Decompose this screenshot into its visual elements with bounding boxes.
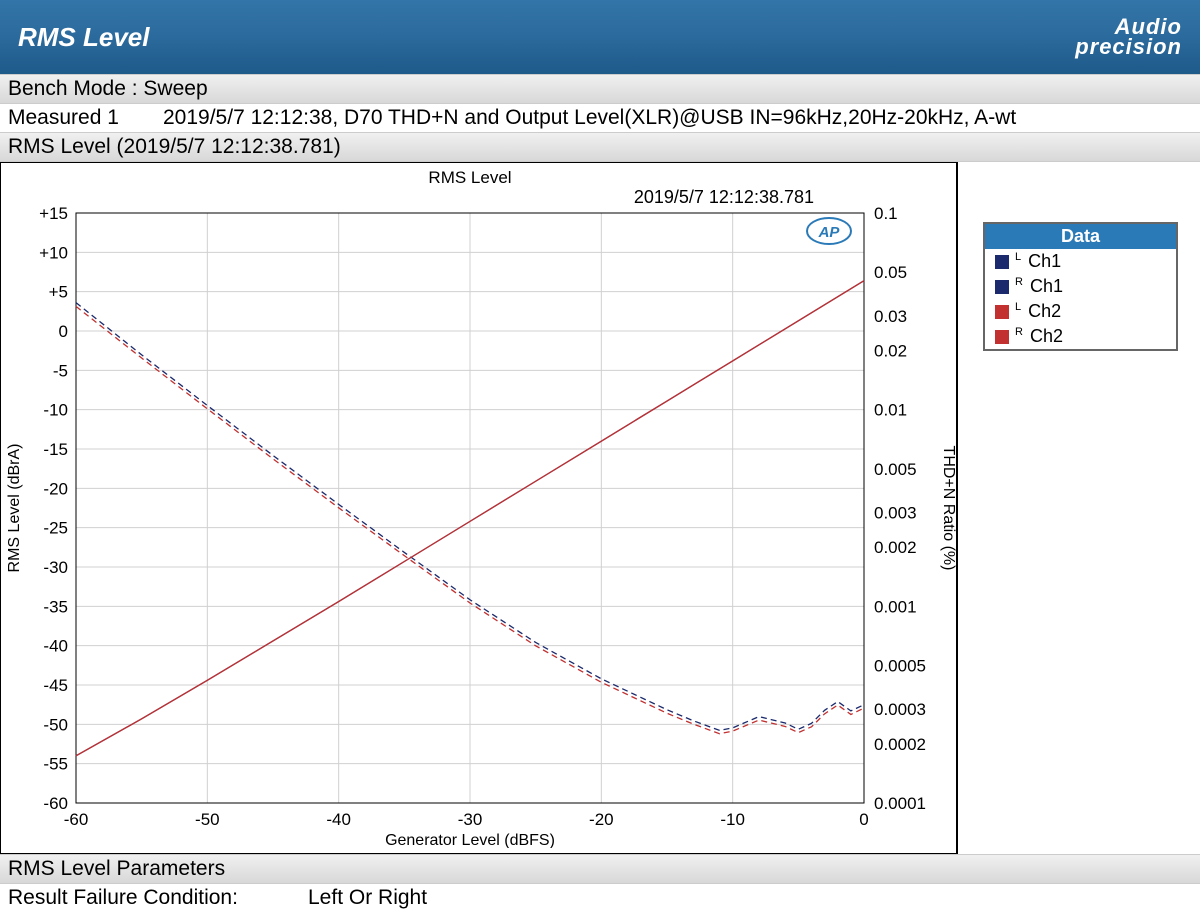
svg-text:-40: -40 [43, 637, 68, 656]
params-row: Result Failure Condition: Left Or Right [0, 884, 1200, 912]
measured-label: Measured 1 [8, 106, 163, 130]
svg-text:0.1: 0.1 [874, 204, 898, 223]
legend-box: Data L Ch1 R Ch1 L Ch2 R Ch2 [983, 222, 1178, 351]
header-bar: RMS Level Audio precision [0, 0, 1200, 74]
legend-swatch [995, 330, 1009, 344]
svg-text:-30: -30 [458, 810, 483, 829]
svg-text:0.0003: 0.0003 [874, 700, 926, 719]
svg-text:-40: -40 [326, 810, 351, 829]
params-row-value: Left Or Right [308, 886, 427, 910]
chart-svg: -60 -50 -40 -30 -20 -10 0 +15 +10 +5 0 -5 -10 -15 -20 -… [1, 163, 956, 848]
svg-text:0.03: 0.03 [874, 307, 907, 326]
svg-text:-60: -60 [43, 794, 68, 813]
svg-text:-50: -50 [43, 715, 68, 734]
svg-text:-55: -55 [43, 755, 68, 774]
svg-text:-35: -35 [43, 597, 68, 616]
logo-bot: precision [1075, 37, 1182, 57]
svg-text:+15: +15 [39, 204, 68, 223]
chart-box: -60 -50 -40 -30 -20 -10 0 +15 +10 +5 0 -5 -10 -15 -20 -… [0, 162, 958, 854]
svg-text:-15: -15 [43, 440, 68, 459]
svg-text:THD+N Ratio (%): THD+N Ratio (%) [940, 446, 956, 571]
legend-item: L Ch1 [985, 249, 1176, 274]
measured-desc: 2019/5/7 12:12:38, D70 THD+N and Output … [163, 106, 1192, 130]
svg-text:-50: -50 [195, 810, 220, 829]
svg-text:0.005: 0.005 [874, 460, 917, 479]
legend-item: R Ch2 [985, 324, 1176, 349]
svg-text:-10: -10 [43, 401, 68, 420]
svg-text:-5: -5 [53, 361, 68, 380]
svg-text:0: 0 [59, 322, 68, 341]
svg-text:0.003: 0.003 [874, 503, 917, 522]
legend-title: Data [985, 224, 1176, 249]
legend-label: L Ch2 [1015, 301, 1061, 322]
svg-text:RMS Level (dBrA): RMS Level (dBrA) [6, 444, 23, 573]
svg-text:0: 0 [859, 810, 868, 829]
page-title: RMS Level [18, 22, 150, 53]
svg-text:-20: -20 [589, 810, 614, 829]
params-row-label: Result Failure Condition: [8, 886, 308, 910]
legend-swatch [995, 255, 1009, 269]
legend-item: R Ch1 [985, 274, 1176, 299]
measured-row: Measured 1 2019/5/7 12:12:38, D70 THD+N … [0, 104, 1200, 132]
legend-label: R Ch1 [1015, 276, 1063, 297]
svg-text:-25: -25 [43, 519, 68, 538]
svg-text:-10: -10 [720, 810, 745, 829]
params-title-bar: RMS Level Parameters [0, 854, 1200, 884]
svg-text:+5: +5 [49, 283, 68, 302]
svg-text:0.002: 0.002 [874, 538, 917, 557]
svg-text:AP: AP [818, 224, 841, 241]
chart-title-bar: RMS Level (2019/5/7 12:12:38.781) [0, 132, 1200, 162]
svg-text:Generator Level (dBFS): Generator Level (dBFS) [385, 832, 555, 848]
legend-label: L Ch1 [1015, 251, 1061, 272]
legend-swatch [995, 280, 1009, 294]
svg-text:0.0002: 0.0002 [874, 735, 926, 754]
svg-text:0.0005: 0.0005 [874, 657, 926, 676]
svg-text:-20: -20 [43, 479, 68, 498]
legend-item: L Ch2 [985, 299, 1176, 324]
svg-text:+10: +10 [39, 243, 68, 262]
svg-text:RMS Level: RMS Level [428, 168, 511, 187]
chart-container: -60 -50 -40 -30 -20 -10 0 +15 +10 +5 0 -5 -10 -15 -20 -… [0, 162, 1200, 854]
brand-logo: Audio precision [1075, 17, 1182, 57]
svg-text:0.02: 0.02 [874, 341, 907, 360]
svg-text:2019/5/7 12:12:38.781: 2019/5/7 12:12:38.781 [634, 187, 814, 207]
svg-text:-45: -45 [43, 676, 68, 695]
legend-swatch [995, 305, 1009, 319]
svg-text:0.001: 0.001 [874, 597, 917, 616]
legend-label: R Ch2 [1015, 326, 1063, 347]
bench-mode-row: Bench Mode : Sweep [0, 74, 1200, 104]
svg-text:-30: -30 [43, 558, 68, 577]
svg-text:0.01: 0.01 [874, 401, 907, 420]
svg-text:0.0001: 0.0001 [874, 794, 926, 813]
svg-text:0.05: 0.05 [874, 263, 907, 282]
